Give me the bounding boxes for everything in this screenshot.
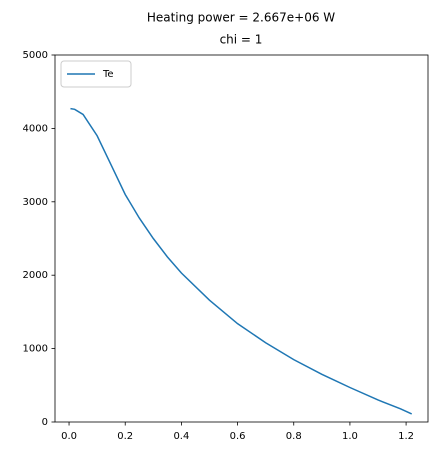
y-tick-label: 2000 bbox=[23, 270, 48, 281]
plot-frame bbox=[54, 54, 429, 423]
legend-label: Te bbox=[102, 69, 114, 80]
chart-subtitle: chi = 1 bbox=[220, 33, 263, 47]
x-tick-label: 0.6 bbox=[230, 431, 246, 442]
x-tick-label: 0.2 bbox=[117, 431, 133, 442]
y-tick-label: 5000 bbox=[23, 50, 48, 61]
legend-box bbox=[60, 60, 132, 88]
x-tick-label: 0.8 bbox=[286, 431, 302, 442]
chart-title: Heating power = 2.667e+06 W bbox=[147, 11, 335, 25]
y-tick-label: 4000 bbox=[23, 123, 48, 134]
y-tick-label: 3000 bbox=[23, 197, 48, 208]
x-tick-label: 1.0 bbox=[342, 431, 358, 442]
x-tick-label: 1.2 bbox=[398, 431, 414, 442]
y-tick-label: 1000 bbox=[23, 344, 48, 355]
x-tick-label: 0.4 bbox=[173, 431, 189, 442]
y-tick-label: 0 bbox=[42, 417, 48, 428]
line-series bbox=[70, 107, 413, 415]
x-tick-label: 0.0 bbox=[61, 431, 77, 442]
